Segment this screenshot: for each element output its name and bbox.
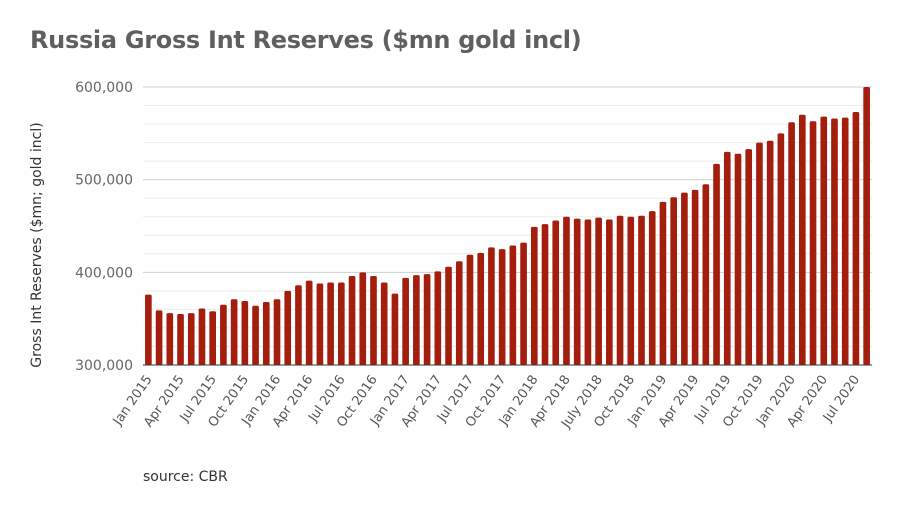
bar: [734, 153, 742, 365]
bar: [777, 133, 785, 365]
bar: [445, 266, 452, 365]
bar: [831, 118, 838, 365]
bar: [380, 282, 388, 365]
bar: [230, 299, 238, 365]
bar: [413, 275, 420, 365]
bar: [841, 117, 849, 365]
bar: [552, 220, 560, 365]
bars: [145, 87, 870, 366]
bar: [520, 242, 527, 365]
y-tick-label: 300,000: [75, 358, 133, 374]
bar: [198, 308, 206, 365]
bar: [745, 149, 753, 365]
bar: [166, 313, 174, 365]
bar: [295, 285, 302, 365]
bar: [616, 215, 624, 365]
bar: [766, 140, 774, 365]
bar: [327, 282, 334, 365]
source-note: source: CBR: [143, 469, 228, 485]
bar: [391, 293, 399, 365]
bar: [434, 271, 442, 365]
y-axis-ticks: 300,000 400,000 500,000 600,000: [75, 80, 133, 374]
bar: [348, 276, 356, 365]
y-tick-label: 600,000: [75, 80, 133, 96]
bar: [863, 87, 870, 365]
bar: [541, 224, 549, 365]
bar: [273, 299, 281, 365]
y-tick-label: 500,000: [75, 173, 133, 189]
bar: [177, 314, 184, 365]
bar: [638, 215, 645, 365]
bar: [423, 274, 431, 365]
bar: [723, 151, 731, 365]
bar: [756, 142, 763, 365]
bar: [145, 294, 152, 365]
bar: [284, 290, 292, 365]
bar: [691, 189, 699, 365]
chart-title: Russia Gross Int Reserves ($mn gold incl…: [30, 26, 582, 54]
bar: [820, 116, 828, 365]
bar: [402, 277, 409, 365]
bar: [530, 226, 538, 365]
bar: [477, 252, 485, 365]
bar: [798, 114, 806, 365]
bar: [455, 261, 463, 365]
bar: [573, 218, 581, 365]
bar: [466, 254, 474, 365]
bar: [305, 280, 313, 365]
bar: [595, 217, 602, 365]
bar: [241, 301, 249, 365]
bar: [252, 305, 259, 365]
bar: [788, 122, 795, 365]
bar: [563, 216, 570, 365]
bar: [370, 276, 377, 365]
bar: [359, 272, 367, 365]
bar: [659, 201, 667, 365]
bar: [262, 301, 270, 365]
bar: [220, 304, 227, 365]
bar: [702, 184, 710, 365]
bar: [606, 219, 613, 365]
bar: [713, 163, 720, 365]
bar: [627, 216, 635, 365]
bar: [155, 310, 163, 365]
bar: [584, 219, 592, 365]
bar: [809, 121, 817, 365]
bar: [648, 211, 656, 365]
bar: [488, 247, 495, 365]
bar: [316, 283, 324, 365]
bar: [852, 112, 860, 366]
bar: [670, 197, 677, 365]
bar: [681, 192, 688, 365]
y-axis-label: Gross Int Reserves ($mn; gold incl): [29, 122, 45, 367]
y-tick-label: 400,000: [75, 265, 133, 281]
bar: [187, 313, 195, 365]
bar: [209, 311, 217, 365]
bar: [498, 249, 506, 365]
bar: [509, 245, 517, 365]
bar: [338, 282, 345, 365]
